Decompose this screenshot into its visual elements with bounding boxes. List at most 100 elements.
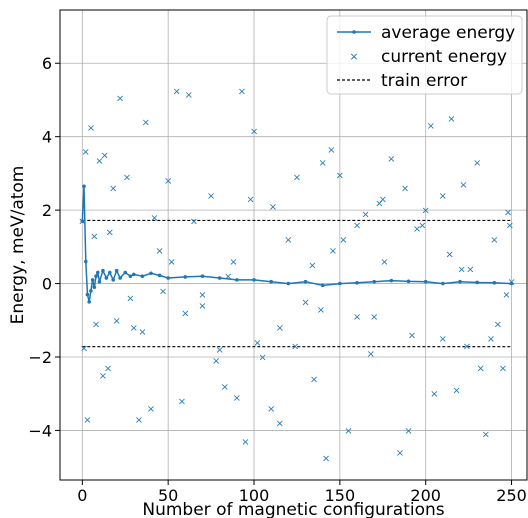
current-energy-point: × [150,213,158,224]
current-energy-point: × [439,191,447,202]
current-energy-point: × [267,404,275,415]
current-energy-point: × [430,389,438,400]
current-energy-point: × [370,312,378,323]
x-tick-label: 200 [410,486,441,505]
average-energy-point [157,273,162,278]
x-tick-label: 100 [239,486,270,505]
average-energy-layer [80,184,514,304]
average-energy-point [97,279,102,284]
average-energy-point [128,274,133,279]
current-energy-point: × [109,184,117,195]
current-energy-point: × [408,330,416,341]
current-energy-point: × [422,206,430,217]
current-energy-point: × [126,294,134,305]
x-axis-label: Number of magnetic configurations [142,500,444,518]
current-energy-point: × [155,246,163,257]
current-energy-point: × [95,156,103,167]
average-energy-point [303,279,308,284]
current-energy-point: × [106,228,114,239]
current-energy-point: × [502,290,510,301]
average-energy-point [183,275,188,279]
x-tick-label: 50 [158,486,178,505]
current-energy-point: × [506,220,514,231]
current-energy-point: × [198,290,206,301]
average-energy-point [406,279,411,284]
legend-average-marker [352,30,356,34]
y-tick-label: −4 [28,421,52,440]
current-energy-point: × [459,180,467,191]
average-energy-point [118,276,122,280]
average-energy-point [101,268,105,273]
current-energy-point: × [317,305,325,316]
current-energy-point: × [276,419,284,430]
current-energy-point: × [375,198,383,209]
legend-current-label: current energy [381,47,507,67]
average-energy-point [286,281,291,286]
plot-frame [59,9,528,481]
current-energy-point: × [291,341,299,352]
average-energy-point [92,285,97,290]
average-energy-point [104,276,109,280]
legend-current-marker: × [349,50,358,63]
current-energy-point: × [504,207,512,218]
current-energy-point: × [482,430,490,441]
average-energy-point [509,281,514,286]
average-energy-point [82,184,86,189]
average-energy-point [87,300,91,304]
current-energy-point: × [404,426,412,437]
current-energy-point: × [147,404,155,415]
current-energy-point: × [361,209,369,220]
legend-average-label: average energy [381,23,515,43]
current-energy-point: × [344,426,352,437]
current-energy-point: × [123,173,131,184]
average-energy-point [217,276,222,280]
x-tick-label: 150 [325,486,356,505]
current-energy-point: × [490,235,498,246]
average-energy-point [89,289,93,293]
current-energy-point: × [130,323,138,334]
current-energy-point: × [178,397,186,408]
current-energy-point: × [452,386,460,397]
average-energy-point [338,281,342,286]
y-axis-label: Energy, meV/atom [8,166,28,325]
current-energy-point: × [413,224,421,235]
current-energy-point: × [164,176,172,187]
average-energy-point [107,270,112,275]
current-energy-point: × [253,338,261,349]
y-tick-label: 4 [42,128,52,147]
current-energy-point: × [104,364,112,375]
current-energy-point: × [100,151,108,162]
x-tick-label: 0 [77,486,87,505]
current-energy-point: × [387,154,395,165]
current-energy-point: × [380,257,388,268]
average-energy-point [320,283,325,288]
current-energy-point: × [116,94,124,105]
current-energy-point: × [190,217,198,228]
current-energy-point: × [185,90,193,101]
average-energy-point [114,268,119,273]
current-energy-point: × [284,235,292,246]
average-energy-point [372,279,376,284]
y-tick-label: −2 [28,348,52,367]
current-energy-point: × [379,195,387,206]
current-energy-point: × [476,364,484,375]
current-energy-point: × [446,250,454,261]
average-energy-point [95,270,100,275]
average-energy-point [132,272,136,277]
current-energy-point: × [82,147,90,158]
tick-layer: 0 50 100 150 200 250 −4 −2 0 2 4 6 [28,54,526,505]
average-energy-point [423,279,428,284]
average-energy-point [140,274,145,279]
current-energy-point: × [212,356,220,367]
average-energy-point [111,278,116,282]
current-energy-point: × [308,261,316,272]
current-energy-layer: × × × × × × × × × × × × × × × × × × × × × × × × × × × × × × × × × × × × × × × ×… [78,86,516,464]
average-energy-point [235,278,239,282]
y-tick-label: 6 [42,54,52,73]
average-energy-point [252,278,256,282]
current-energy-point: × [246,195,254,206]
current-energy-point: × [322,453,330,464]
current-energy-point: × [198,301,206,312]
train-error-layer [82,219,512,348]
